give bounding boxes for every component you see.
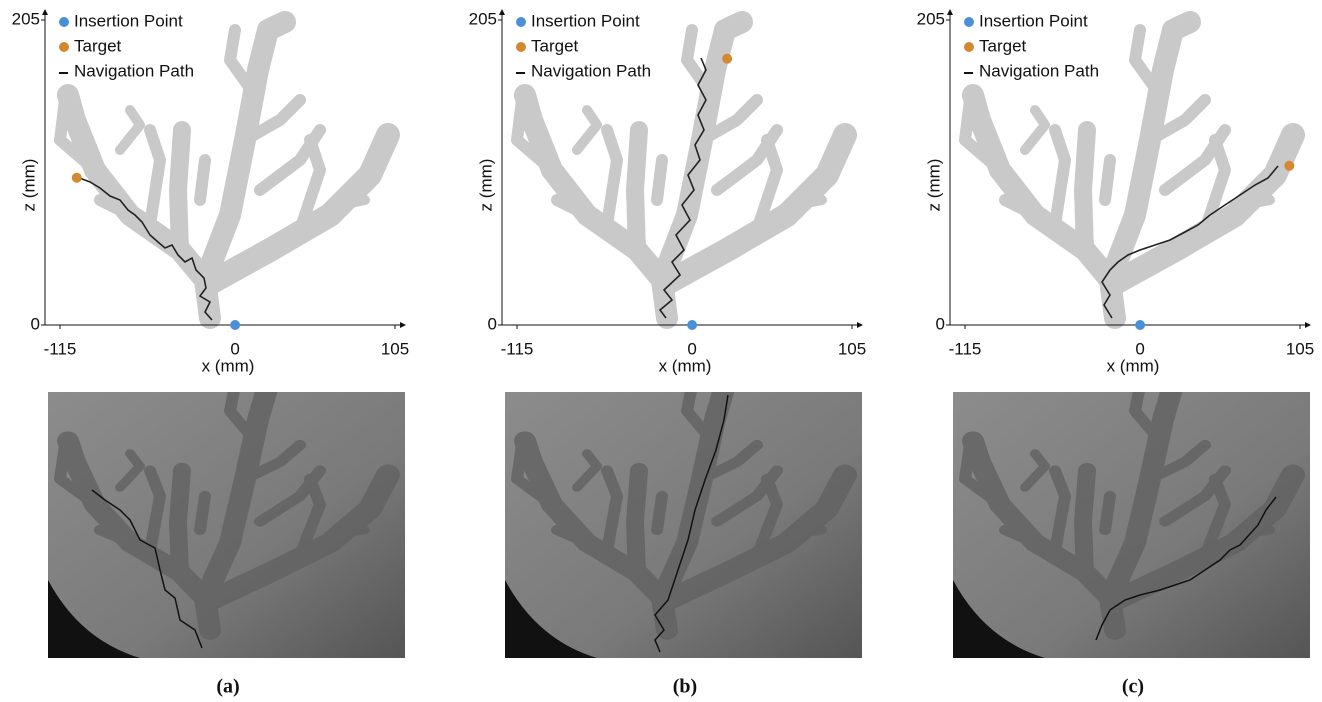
fluoro-path (654, 394, 729, 653)
legend-marker (59, 42, 69, 52)
fluoro-vignette (505, 580, 597, 658)
target-point (71, 172, 82, 183)
x-tick-label: 105 (381, 339, 409, 358)
z-arrow (947, 9, 953, 15)
legend-marker (964, 42, 974, 52)
legend-label: Navigation Path (531, 61, 651, 80)
x-tick-label: 105 (838, 339, 866, 358)
fluoro-path (1095, 496, 1277, 641)
legend-label: Target (531, 36, 579, 55)
x-tick-label: -115 (949, 339, 982, 358)
caption: (c) (1122, 676, 1144, 698)
x-tick-label: 0 (230, 339, 239, 358)
legend-label: Insertion Point (74, 11, 183, 30)
x-tick-label: 0 (1135, 339, 1144, 358)
legend-marker (59, 17, 69, 27)
x-tick-label: -115 (44, 339, 77, 358)
legend-label: Target (979, 36, 1027, 55)
x-arrow (400, 322, 406, 328)
legend-label: Navigation Path (74, 61, 194, 80)
legend-label: Insertion Point (531, 11, 640, 30)
z-tick-label: 0 (31, 314, 40, 333)
legend-marker (964, 17, 974, 27)
navigation-path (1101, 165, 1279, 319)
insertion-point (687, 320, 698, 330)
z-tick-label: 205 (917, 9, 945, 28)
legend-marker (516, 17, 526, 27)
x-axis-label: x (mm) (1107, 356, 1160, 375)
insertion-point (230, 320, 241, 330)
z-tick-label: 205 (469, 9, 497, 28)
navigation-path (658, 57, 707, 319)
fluoroscopy-image (48, 392, 405, 658)
z-arrow (499, 9, 505, 15)
navigation-path (76, 176, 213, 321)
target-point (722, 53, 733, 64)
fluoro-path (91, 489, 203, 649)
caption: (b) (673, 676, 697, 698)
x-arrow (857, 322, 863, 328)
fluoroscopy-image (505, 392, 862, 658)
x-axis-label: x (mm) (659, 356, 712, 375)
fluoroscopy-image (953, 392, 1310, 658)
fluoro-vignette (953, 580, 1045, 658)
z-axis-label: z (mm) (19, 159, 38, 212)
insertion-point (1135, 320, 1146, 330)
legend-marker (516, 42, 526, 52)
x-tick-label: 0 (687, 339, 696, 358)
z-tick-label: 205 (12, 9, 40, 28)
z-arrow (42, 9, 48, 15)
x-arrow (1305, 322, 1311, 328)
x-tick-label: -115 (501, 339, 534, 358)
z-axis-label: z (mm) (924, 159, 943, 212)
legend-label: Target (74, 36, 122, 55)
x-tick-label: 105 (1286, 339, 1314, 358)
target-point (1284, 160, 1295, 171)
fluoro-vignette (48, 580, 140, 658)
caption: (a) (216, 676, 239, 698)
x-axis-label: x (mm) (202, 356, 255, 375)
legend-label: Insertion Point (979, 11, 1088, 30)
z-axis-label: z (mm) (476, 159, 495, 212)
legend-label: Navigation Path (979, 61, 1099, 80)
z-tick-label: 0 (936, 314, 945, 333)
z-tick-label: 0 (488, 314, 497, 333)
